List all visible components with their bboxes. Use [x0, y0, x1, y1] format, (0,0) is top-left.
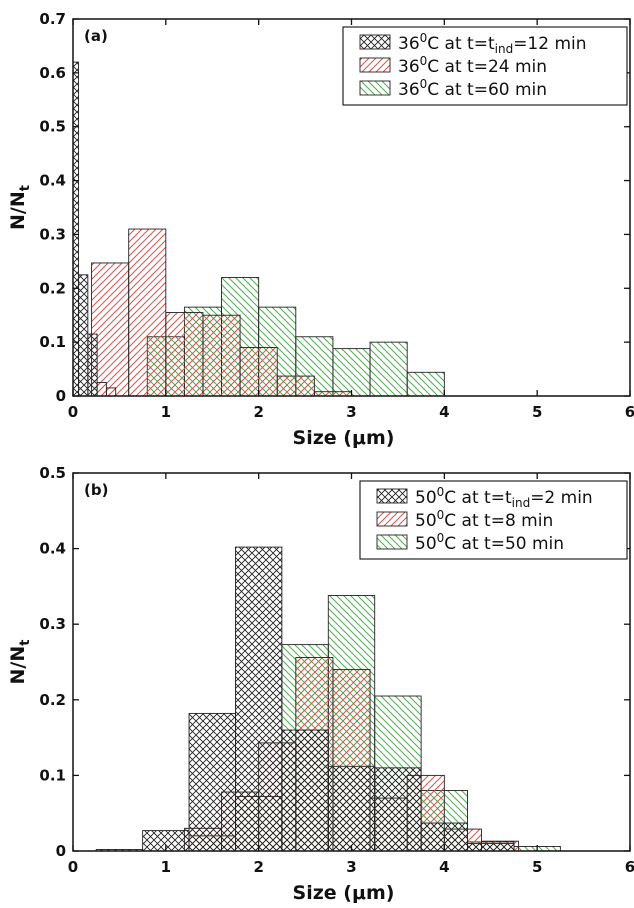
- y-axis-label: N/Nt: [7, 185, 33, 230]
- x-axis-label: Size (μm): [293, 427, 395, 449]
- x-tick-label: 1: [161, 858, 171, 876]
- bar-crosshatch-1: [78, 274, 89, 397]
- legend-swatch-crosshatch: [376, 488, 408, 504]
- y-tick-label: 0.1: [39, 333, 66, 351]
- legend-entry: 500C at t=50 min: [415, 531, 564, 554]
- y-tick-label: 0.2: [39, 279, 66, 297]
- bar-crosshatch-3: [235, 546, 283, 852]
- x-axis-label: Size (μm): [293, 882, 395, 904]
- legend-entry: 360C at t=24 min: [398, 54, 547, 77]
- x-tick-label: 1: [161, 403, 171, 421]
- bar-diagonal-8: [105, 387, 117, 397]
- y-tick-label: 0.3: [39, 615, 66, 633]
- bar-anti-diagonal-6: [369, 341, 408, 397]
- bar-crosshatch-0: [72, 61, 80, 397]
- bar-crosshatch-2: [87, 333, 98, 397]
- legend-entry: 360C at t=60 min: [398, 77, 547, 100]
- x-tick-label: 6: [625, 858, 634, 876]
- bar-crosshatch-2: [188, 712, 236, 852]
- legend-swatch-crosshatch: [359, 34, 391, 50]
- bar-crosshatch-4: [281, 729, 329, 852]
- bar-diagonal-4: [239, 347, 278, 397]
- x-tick-label: 0: [68, 403, 78, 421]
- bar-diagonal-3: [202, 314, 241, 397]
- legend-entry: 500C at t=8 min: [415, 508, 553, 531]
- y-tick-label: 0.6: [39, 64, 66, 82]
- y-tick-label: 0.1: [39, 766, 66, 784]
- y-tick-label: 0.5: [39, 118, 66, 136]
- x-tick-label: 2: [253, 858, 263, 876]
- bar-diagonal-7: [96, 382, 107, 397]
- bar-anti-diagonal-7: [406, 371, 445, 397]
- legend-swatch-anti-diagonal: [359, 80, 391, 96]
- y-tick-label: 0.5: [39, 464, 66, 482]
- y-tick-label: 0.3: [39, 225, 66, 243]
- bar-crosshatch-8: [467, 842, 515, 852]
- y-tick-label: 0: [56, 842, 66, 860]
- y-axis-label: N/Nt: [7, 640, 33, 685]
- panel-label: (a): [84, 27, 108, 45]
- x-tick-label: 5: [532, 403, 542, 421]
- y-tick-label: 0: [56, 387, 66, 405]
- x-tick-label: 3: [346, 403, 356, 421]
- y-tick-label: 0.4: [39, 540, 66, 558]
- panel-b: 0 1 2 3 4 5 6 0 0.1 0.2 0.3 0.4 0.5 Size (μm) N/Nt (b) 5…: [7, 464, 634, 904]
- bar-crosshatch-6: [374, 767, 422, 852]
- x-tick-label: 5: [532, 858, 542, 876]
- legend-entry: 500C at t=tind=2 min: [415, 485, 593, 510]
- x-tick-label: 4: [439, 403, 449, 421]
- panel-a: 0 1 2 3 4 5 6 0 0.1 0.2 0.3 0.4 0.5 0.6 0.7 Size (μm) N/…: [7, 10, 634, 449]
- bar-diagonal-2: [165, 312, 204, 397]
- legend-entry: 360C at t=tind=12 min: [398, 31, 587, 56]
- legend-swatch-diagonal: [376, 511, 408, 527]
- bar-crosshatch-5: [327, 765, 376, 852]
- y-tick-label: 0.2: [39, 691, 66, 709]
- x-tick-label: 0: [68, 858, 78, 876]
- bar-anti-diagonal-5: [332, 348, 371, 397]
- panel-label: (b): [84, 481, 108, 499]
- x-tick-label: 2: [253, 403, 263, 421]
- x-tick-label: 6: [625, 403, 634, 421]
- bar-diagonal-1: [128, 228, 167, 397]
- x-tick-label: 3: [346, 858, 356, 876]
- bar-diagonal-5: [276, 375, 315, 397]
- y-tick-label: 0.4: [39, 172, 66, 190]
- legend-swatch-diagonal: [359, 57, 391, 73]
- y-tick-label: 0.7: [39, 10, 66, 28]
- legend-swatch-anti-diagonal: [376, 534, 408, 550]
- x-tick-label: 4: [439, 858, 449, 876]
- bar-diagonal-0: [91, 262, 130, 397]
